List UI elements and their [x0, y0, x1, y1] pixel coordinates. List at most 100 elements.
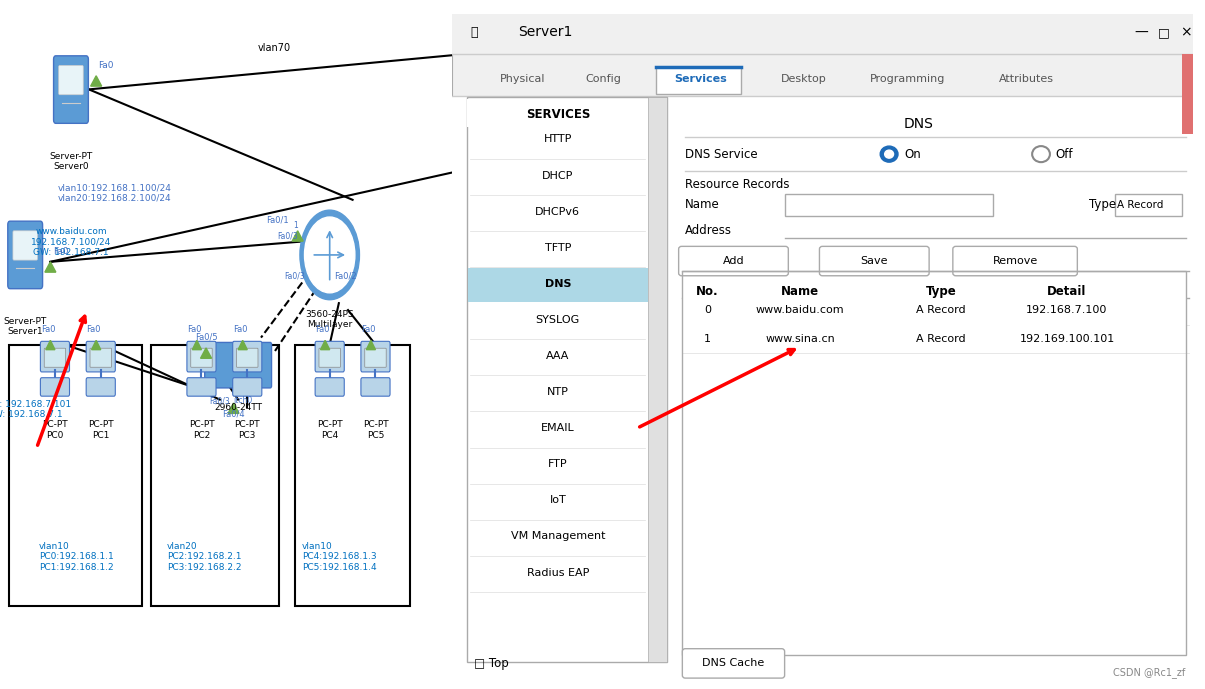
Circle shape	[300, 210, 359, 300]
Text: PC-PT
PC0: PC-PT PC0	[42, 420, 67, 440]
Text: Save: Save	[860, 256, 888, 266]
Text: A Record: A Record	[916, 333, 965, 344]
Text: Fa0: Fa0	[233, 325, 248, 334]
Text: 🖥: 🖥	[470, 26, 478, 39]
Text: Desktop: Desktop	[781, 74, 827, 84]
Text: 192.169.100.101: 192.169.100.101	[1019, 333, 1115, 344]
Text: □ Top: □ Top	[474, 657, 509, 670]
Text: 1: 1	[704, 333, 711, 344]
Text: Detail: Detail	[1047, 285, 1087, 298]
Bar	[469, 269, 647, 302]
FancyBboxPatch shape	[362, 378, 390, 396]
Text: vlan10
PC0:192.168.1.1
PC1:192.168.1.2: vlan10 PC0:192.168.1.1 PC1:192.168.1.2	[39, 542, 113, 572]
Bar	[682, 282, 1186, 307]
Bar	[452, 14, 1193, 54]
FancyBboxPatch shape	[13, 231, 37, 260]
Circle shape	[305, 217, 354, 293]
Text: SYSLOG: SYSLOG	[536, 315, 580, 325]
Text: 192.168.7.100: 192.168.7.100	[1027, 305, 1107, 315]
Text: 1
Fa0/3: 1 Fa0/3	[277, 221, 298, 240]
Text: Config: Config	[586, 74, 622, 84]
Text: Fa0: Fa0	[53, 247, 69, 256]
Bar	[295, 344, 410, 606]
Bar	[682, 296, 1186, 323]
Text: A Record: A Record	[916, 305, 965, 315]
Bar	[786, 194, 993, 216]
FancyBboxPatch shape	[682, 649, 784, 678]
Polygon shape	[193, 340, 201, 350]
FancyBboxPatch shape	[953, 247, 1077, 276]
FancyBboxPatch shape	[365, 348, 386, 367]
Text: HTTP: HTTP	[543, 134, 572, 145]
Text: DHCPv6: DHCPv6	[535, 207, 581, 216]
FancyBboxPatch shape	[316, 341, 345, 372]
Text: CSDN @Rc1_zf: CSDN @Rc1_zf	[1113, 667, 1186, 677]
FancyBboxPatch shape	[678, 247, 788, 276]
Text: vlan10:192.168.1.100/24
vlan20:192.168.2.100/24: vlan10:192.168.1.100/24 vlan20:192.168.2…	[58, 183, 171, 203]
Bar	[452, 97, 1193, 682]
Text: 3560-24PS
Multilayer: 3560-24PS Multilayer	[305, 310, 354, 329]
Text: DNS Service: DNS Service	[686, 147, 758, 161]
Text: PC-PT
PC2: PC-PT PC2	[189, 420, 214, 440]
FancyBboxPatch shape	[87, 341, 116, 372]
FancyBboxPatch shape	[7, 221, 42, 289]
Text: itch0: itch0	[233, 396, 252, 405]
FancyBboxPatch shape	[90, 348, 111, 367]
Polygon shape	[46, 340, 55, 350]
Text: DNS: DNS	[904, 117, 934, 131]
Polygon shape	[321, 340, 330, 350]
Text: Address: Address	[686, 224, 733, 237]
FancyBboxPatch shape	[233, 341, 261, 372]
Polygon shape	[90, 76, 101, 86]
Text: vlan10
PC4:192.168.1.3
PC5:192.168.1.4: vlan10 PC4:192.168.1.3 PC5:192.168.1.4	[302, 542, 377, 572]
Polygon shape	[292, 231, 304, 241]
Text: Fa0: Fa0	[87, 325, 101, 334]
Text: A Record: A Record	[1117, 200, 1164, 210]
Text: □: □	[1158, 26, 1169, 39]
Text: Server1: Server1	[518, 25, 572, 39]
FancyBboxPatch shape	[819, 247, 929, 276]
Text: AAA: AAA	[546, 351, 570, 361]
Text: —: —	[1134, 25, 1148, 39]
Text: Server-PT
Server0: Server-PT Server0	[49, 152, 93, 171]
Text: DNS Cache: DNS Cache	[703, 659, 765, 668]
Text: PC-PT
PC1: PC-PT PC1	[88, 420, 113, 440]
Bar	[1182, 54, 1193, 134]
Text: TFTP: TFTP	[545, 243, 571, 253]
Text: Fa0: Fa0	[41, 325, 55, 334]
Text: Name: Name	[686, 198, 721, 211]
Text: Add: Add	[723, 256, 745, 266]
Text: IoT: IoT	[549, 495, 566, 505]
Text: vlan20
PC2:192.168.2.1
PC3:192.168.2.2: vlan20 PC2:192.168.2.1 PC3:192.168.2.2	[167, 542, 242, 572]
Text: vlan70: vlan70	[258, 43, 292, 53]
Circle shape	[884, 150, 894, 158]
Polygon shape	[45, 262, 55, 272]
FancyBboxPatch shape	[41, 341, 70, 372]
Polygon shape	[228, 403, 239, 413]
FancyBboxPatch shape	[187, 341, 216, 372]
Bar	[656, 68, 741, 94]
Polygon shape	[366, 340, 376, 350]
Text: PC-PT
PC3: PC-PT PC3	[235, 420, 260, 440]
Bar	[682, 271, 1186, 655]
Text: Fa0/3: Fa0/3	[284, 271, 305, 280]
Bar	[466, 97, 666, 662]
Text: Fa0: Fa0	[99, 61, 114, 70]
Polygon shape	[239, 340, 247, 350]
Bar	[682, 325, 1186, 352]
Text: DNS: 192.168.7.101
GW: 192.168.7.1: DNS: 192.168.7.101 GW: 192.168.7.1	[0, 400, 71, 419]
Text: EMAIL: EMAIL	[541, 423, 575, 433]
Text: Attributes: Attributes	[999, 74, 1053, 84]
Text: Services: Services	[674, 74, 727, 84]
FancyBboxPatch shape	[59, 65, 83, 94]
FancyBboxPatch shape	[319, 348, 340, 367]
FancyBboxPatch shape	[53, 56, 88, 123]
Text: Physical: Physical	[500, 74, 545, 84]
Text: Fa0/1: Fa0/1	[266, 216, 288, 225]
Text: Fa0: Fa0	[316, 325, 330, 334]
Text: Type: Type	[925, 285, 957, 298]
Text: PC-PT
PC4: PC-PT PC4	[317, 420, 342, 440]
Text: www.baidu.com: www.baidu.com	[756, 305, 845, 315]
Text: 0: 0	[704, 305, 711, 315]
FancyBboxPatch shape	[45, 348, 65, 367]
